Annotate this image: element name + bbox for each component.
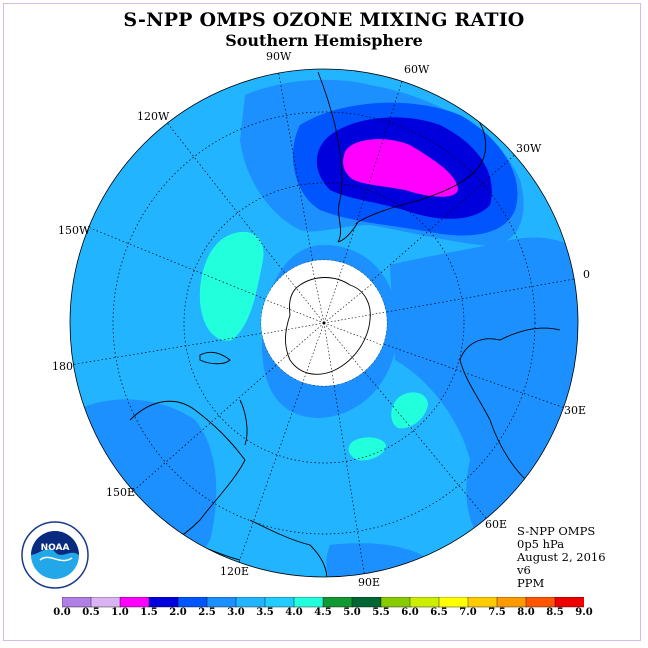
contour-high-southeast xyxy=(391,392,428,429)
colorbar-tick-label: 5.0 xyxy=(343,607,361,618)
cap-meridians xyxy=(261,260,387,386)
page-title: S-NPP OMPS OZONE MIXING RATIO xyxy=(123,9,525,31)
lon-label-150e: 150E xyxy=(106,486,135,499)
contour-high-south xyxy=(348,437,386,461)
colorbar-swatch xyxy=(496,597,527,608)
lon-label-60w: 60W xyxy=(404,63,430,76)
colorbar-swatch xyxy=(148,597,179,608)
contour-max-core xyxy=(343,139,458,197)
colorbar-swatch xyxy=(90,597,121,608)
colorbar-tick-label: 8.0 xyxy=(517,607,535,618)
lon-label-90e: 90E xyxy=(358,576,380,589)
colorbar-tick-label: 4.0 xyxy=(285,607,303,618)
lon-label-30e: 30E xyxy=(564,404,586,417)
colorbar-swatch xyxy=(62,597,92,608)
colorbar-swatch xyxy=(409,597,440,608)
colorbar xyxy=(62,597,584,608)
lon-label-150w: 150W xyxy=(58,224,91,237)
info-date: August 2, 2016 xyxy=(517,550,606,564)
graticule-meridians xyxy=(70,69,578,577)
colorbar-swatch xyxy=(554,597,584,608)
lon-label-30w: 30W xyxy=(516,142,542,155)
lon-label-120w: 120W xyxy=(137,110,170,123)
page-subtitle: Southern Hemisphere xyxy=(225,31,423,50)
colorbar-swatch xyxy=(351,597,382,608)
colorbar-tick-label: 2.5 xyxy=(198,607,216,618)
lon-label-120e: 120E xyxy=(220,565,249,578)
colorbar-swatch xyxy=(119,597,150,608)
colorbar-tick-label: 9.0 xyxy=(575,607,593,618)
colorbar-swatch xyxy=(264,597,295,608)
lon-label-60e: 60E xyxy=(485,518,507,531)
colorbar-tick-label: 6.5 xyxy=(430,607,448,618)
colorbar-tick-label: 2.0 xyxy=(169,607,187,618)
colorbar-swatch xyxy=(525,597,556,608)
colorbar-swatch xyxy=(438,597,469,608)
info-satellite: S-NPP OMPS xyxy=(517,524,596,538)
info-version: v6 xyxy=(517,563,531,577)
figure-frame xyxy=(3,3,641,641)
lon-label-0: 0 xyxy=(583,268,590,281)
map-boundary xyxy=(69,68,579,578)
contour-high-west xyxy=(199,231,264,341)
lon-label-180: 180 xyxy=(52,360,73,373)
colorbar-tick-label: 1.5 xyxy=(140,607,158,618)
colorbar-swatch xyxy=(235,597,266,608)
info-pressure-level: 0p5 hPa xyxy=(517,537,565,551)
colorbar-tick-label: 1.0 xyxy=(111,607,129,618)
colorbar-swatch xyxy=(206,597,237,608)
antarctica-outline xyxy=(285,277,371,375)
colorbar-tick-label: 0.5 xyxy=(82,607,100,618)
colorbar-tick-label: 3.0 xyxy=(227,607,245,618)
colorbar-swatch xyxy=(293,597,324,608)
colorbar-tick-label: 8.5 xyxy=(546,607,564,618)
colorbar-tick-label: 7.0 xyxy=(459,607,477,618)
colorbar-tick-label: 7.5 xyxy=(488,607,506,618)
noaa-logo: NOAA xyxy=(21,521,89,589)
colorbar-labels: 0.0 0.5 1.0 1.5 2.0 2.5 3.0 3.5 4.0 4.5 5.0 5.5 6.0 6… xyxy=(0,607,648,621)
colorbar-tick-label: 6.0 xyxy=(401,607,419,618)
colorbar-swatch xyxy=(467,597,498,608)
info-block: S-NPP OMPS 0p5 hPa August 2, 2016 v6 PPM xyxy=(517,525,606,590)
colorbar-tick-label: 3.5 xyxy=(256,607,274,618)
colorbar-swatch xyxy=(177,597,208,608)
colorbar-tick-label: 0.0 xyxy=(53,607,71,618)
lon-label-90w: 90W xyxy=(266,50,292,63)
info-units: PPM xyxy=(517,576,545,590)
colorbar-tick-label: 5.5 xyxy=(372,607,390,618)
colorbar-swatch xyxy=(322,597,353,608)
logo-text: NOAA xyxy=(41,543,70,553)
colorbar-swatch xyxy=(380,597,411,608)
colorbar-tick-label: 4.5 xyxy=(314,607,332,618)
south-pole-marker xyxy=(322,321,326,325)
